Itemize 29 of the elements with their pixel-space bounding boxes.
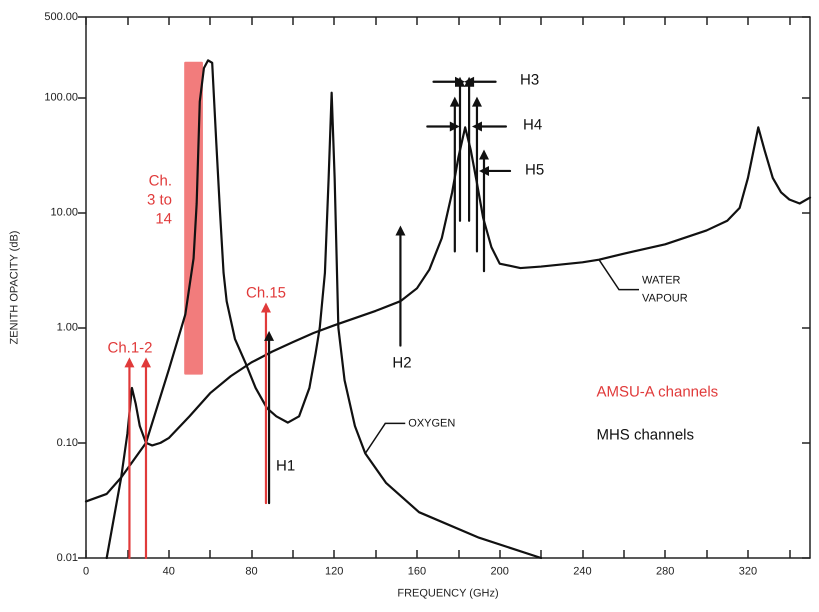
annotation: Ch. 3 to 14 <box>146 172 172 228</box>
x-tick-label: 280 <box>656 566 674 578</box>
annotation: Ch.15 <box>246 284 286 302</box>
annotation: H2 <box>392 354 412 372</box>
annotation: H3 <box>520 72 540 88</box>
y-axis-title: ZENITH OPACITY (dB) <box>8 230 20 344</box>
x-tick-label: 0 <box>82 566 90 578</box>
annotation: H1 <box>276 458 296 474</box>
annotation: Ch.1-2 <box>107 340 153 356</box>
x-tick-label: 80 <box>245 566 258 578</box>
y-tick-label: 10.00 <box>50 206 78 219</box>
y-tick-label: 500.00 <box>44 11 78 23</box>
x-tick-label: 120 <box>325 566 344 578</box>
x-tick-label: 40 <box>162 566 175 578</box>
y-tick-label: 100.00 <box>44 91 78 104</box>
x-tick-label: 160 <box>408 566 426 578</box>
x-tick-label: 200 <box>490 566 509 578</box>
x-tick-label: 320 <box>738 566 758 578</box>
x-axis-title: FREQUENCY (GHz) <box>397 588 499 600</box>
y-tick-label: 0.01 <box>56 552 78 564</box>
y-tick-label: 0.10 <box>56 436 78 449</box>
annotation: OXYGEN <box>408 417 456 430</box>
y-tick-label: 1.00 <box>56 322 78 334</box>
annotation: H4 <box>523 116 542 134</box>
x-tick-label: 240 <box>573 566 592 578</box>
text: AMSU-A channels <box>596 383 718 400</box>
annotation: H5 <box>525 162 544 178</box>
text: MHS channels <box>596 426 694 444</box>
annotation: WATER VAPOUR <box>642 274 688 305</box>
